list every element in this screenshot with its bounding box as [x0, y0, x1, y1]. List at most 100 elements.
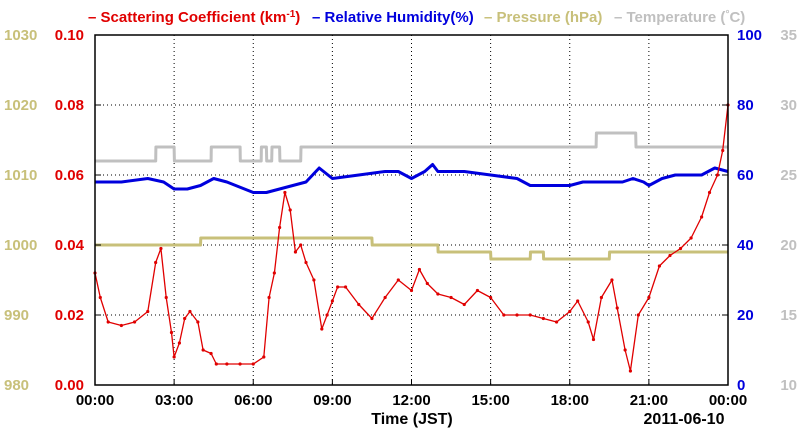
data-point-scattering [132, 320, 137, 324]
data-point-scattering [336, 285, 340, 289]
y-tick-temperature: 30 [780, 97, 797, 114]
y-tick-pressure: 1010 [4, 167, 37, 184]
data-point-scattering [177, 341, 181, 345]
x-tick-label: 18:00 [551, 392, 589, 409]
y-tick-temperature: 25 [780, 167, 797, 184]
data-point-scattering [576, 299, 580, 303]
series-group [93, 103, 730, 373]
data-point-scattering [657, 264, 662, 268]
data-point-scattering [515, 313, 519, 317]
y-tick-pressure: 1020 [4, 97, 37, 114]
x-tick-label: 12:00 [392, 392, 430, 409]
data-point-scattering [707, 190, 712, 195]
y-tick-humidity: 0 [737, 377, 745, 394]
data-point-scattering [449, 295, 453, 300]
y-tick-temperature: 15 [780, 307, 797, 324]
axes: 00:00 03:00 06:00 09:00 12:00 15:00 18:00 21:00… [4, 27, 797, 409]
data-point-scattering [357, 302, 361, 307]
y-tick-pressure: 1030 [4, 27, 37, 44]
series-line-humidity [95, 163, 729, 194]
data-point-scattering [715, 173, 720, 177]
data-point-scattering [154, 260, 158, 265]
y-tick-humidity: 40 [737, 237, 754, 254]
data-point-scattering [610, 278, 614, 282]
x-tick-label: 00:00 [76, 392, 114, 409]
data-point-scattering [278, 225, 282, 230]
y-tick-pressure: 980 [4, 377, 29, 394]
y-tick-temperature: 35 [780, 27, 797, 44]
data-point-scattering [267, 295, 271, 300]
data-point-scattering [119, 323, 123, 328]
x-tick-label: 06:00 [234, 392, 272, 409]
y-tick-humidity: 20 [737, 307, 754, 324]
data-point-scattering [288, 208, 292, 212]
data-point-scattering [283, 190, 287, 195]
y-tick-scattering: 0.10 [55, 27, 84, 44]
legend: – Scattering Coefficient (km-1) – Relati… [88, 9, 745, 26]
y-tick-humidity: 80 [737, 97, 754, 114]
y-tick-pressure: 990 [4, 307, 29, 324]
data-point-scattering [436, 292, 440, 296]
data-point-scattering [159, 246, 163, 251]
legend-scattering: – Scattering Coefficient (km-1) [88, 9, 300, 26]
data-point-scattering [330, 299, 334, 303]
data-point-scattering [325, 313, 329, 317]
series-line-pressure [95, 236, 728, 261]
data-point-scattering [183, 316, 187, 321]
data-point-scattering [106, 320, 110, 324]
data-point-scattering [172, 355, 176, 359]
data-point-scattering [343, 285, 348, 289]
data-point-scattering [586, 320, 590, 324]
data-point-scattering [462, 302, 466, 307]
series-line-temperature [95, 131, 728, 163]
data-point-scattering [528, 313, 532, 317]
data-point-scattering [636, 313, 640, 317]
data-point-scattering [383, 295, 387, 300]
data-point-scattering [98, 295, 102, 300]
data-point-scattering [293, 250, 298, 254]
data-point-scattering [214, 362, 218, 366]
data-point-scattering [188, 309, 192, 314]
y-tick-scattering: 0.08 [55, 97, 84, 114]
y-tick-humidity: 60 [737, 167, 754, 184]
y-tick-pressure: 1000 [4, 237, 37, 254]
data-point-scattering [721, 148, 725, 153]
date-label: 2011-06-10 [644, 411, 725, 428]
y-tick-scattering: 0.00 [55, 377, 84, 394]
data-point-scattering [396, 278, 400, 282]
y-tick-temperature: 10 [780, 377, 797, 394]
data-point-scattering [146, 309, 150, 314]
x-tick-label: 00:00 [709, 392, 747, 409]
x-axis-label: Time (JST) [371, 411, 453, 428]
y-tick-humidity: 100 [737, 27, 762, 44]
data-point-scattering [489, 295, 493, 300]
legend-temperature: – Temperature (°C) [614, 9, 745, 26]
y-tick-scattering: 0.06 [55, 167, 84, 184]
data-point-scattering [238, 362, 242, 366]
data-point-scattering [272, 271, 276, 275]
data-point-scattering [201, 348, 205, 352]
data-point-scattering [320, 327, 324, 331]
data-point-scattering [262, 355, 266, 359]
legend-humidity: – Relative Humidity(%) [312, 9, 474, 26]
data-point-scattering [299, 243, 303, 247]
legend-pressure: – Pressure (hPa) [484, 9, 602, 26]
data-point-scattering [417, 267, 422, 272]
y-tick-temperature: 20 [780, 237, 797, 254]
x-tick-label: 09:00 [313, 392, 351, 409]
data-point-scattering [209, 351, 213, 356]
data-point-scattering [196, 320, 200, 324]
data-point-scattering [169, 330, 174, 335]
grid [95, 35, 728, 385]
data-point-scattering [164, 295, 168, 300]
data-point-scattering [647, 295, 651, 300]
y-tick-scattering: 0.04 [55, 237, 85, 254]
data-point-scattering [599, 295, 604, 300]
data-point-scattering [615, 306, 619, 310]
data-point-scattering [700, 215, 704, 219]
data-point-scattering [628, 369, 633, 373]
data-point-scattering [678, 246, 683, 251]
x-tick-label: 21:00 [630, 392, 668, 409]
data-point-scattering [689, 236, 693, 240]
